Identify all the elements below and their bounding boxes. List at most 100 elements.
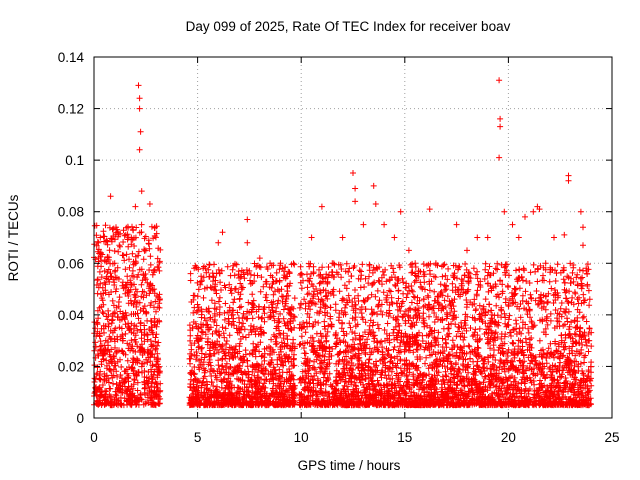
roti-point xyxy=(273,269,280,276)
roti-point xyxy=(255,341,261,348)
roti-point xyxy=(289,372,296,379)
roti-point xyxy=(122,351,129,358)
roti-point xyxy=(153,323,160,330)
roti-point xyxy=(148,395,155,402)
roti-point xyxy=(253,363,260,369)
roti-point xyxy=(248,382,255,389)
roti-point xyxy=(247,378,254,385)
roti-point xyxy=(186,355,193,362)
roti-point xyxy=(267,352,273,358)
roti-point xyxy=(262,294,269,301)
roti-point xyxy=(261,371,268,378)
roti-point xyxy=(115,229,121,236)
roti-point xyxy=(216,401,222,408)
roti-point xyxy=(193,399,200,406)
roti-point xyxy=(154,374,161,381)
roti-point xyxy=(106,247,113,254)
roti-point xyxy=(200,274,207,281)
roti-point xyxy=(142,276,149,283)
roti-point xyxy=(280,383,287,390)
roti-point xyxy=(128,311,135,318)
roti-point xyxy=(112,362,119,369)
roti-point xyxy=(102,222,109,229)
roti-point xyxy=(107,270,114,277)
roti-point xyxy=(112,325,119,332)
roti-point xyxy=(230,299,237,306)
roti-point xyxy=(209,367,216,374)
roti-point xyxy=(237,355,244,361)
roti-point xyxy=(247,326,254,333)
roti-point xyxy=(105,346,112,353)
roti-point xyxy=(202,265,209,272)
roti-point xyxy=(110,380,116,387)
roti-point xyxy=(128,300,135,307)
roti-point xyxy=(205,305,212,312)
roti-point xyxy=(198,389,205,396)
roti-point xyxy=(231,296,238,303)
roti-point xyxy=(135,315,142,322)
roti-point xyxy=(198,384,205,391)
roti-point xyxy=(147,261,154,268)
roti-point xyxy=(252,388,259,395)
roti-point xyxy=(261,346,268,352)
roti-point xyxy=(254,361,260,368)
roti-point xyxy=(252,348,259,354)
roti-point xyxy=(134,327,141,334)
roti-point xyxy=(236,329,243,336)
roti-point xyxy=(274,356,281,363)
roti-point xyxy=(219,356,226,363)
roti-point xyxy=(249,368,256,375)
roti-point xyxy=(146,245,153,252)
roti-point xyxy=(285,354,292,361)
roti-point xyxy=(278,355,285,362)
roti-point xyxy=(228,397,235,404)
roti-point xyxy=(235,289,242,296)
roti-point xyxy=(117,243,123,250)
roti-point xyxy=(102,281,109,288)
roti-point xyxy=(228,384,235,391)
roti-point xyxy=(213,395,220,402)
roti-point xyxy=(124,357,131,364)
roti-point xyxy=(94,321,101,328)
roti-point xyxy=(192,320,199,327)
roti-point xyxy=(117,380,124,386)
roti-point xyxy=(195,344,202,351)
roti-point xyxy=(230,315,237,322)
roti-point xyxy=(233,343,239,350)
roti-point xyxy=(239,386,246,393)
roti-point xyxy=(250,340,257,347)
roti-point xyxy=(134,387,141,394)
roti-point xyxy=(237,280,244,287)
roti-point xyxy=(236,295,243,302)
roti-point xyxy=(114,373,121,380)
roti-point xyxy=(200,375,207,382)
roti-point xyxy=(96,375,103,382)
roti-point xyxy=(256,380,263,387)
roti-point xyxy=(222,300,229,307)
roti-point xyxy=(108,317,115,324)
roti-point xyxy=(219,362,226,369)
roti-point xyxy=(194,389,201,396)
roti-point xyxy=(277,331,284,338)
roti-point xyxy=(116,388,122,394)
roti-point xyxy=(120,310,126,317)
roti-point xyxy=(123,387,130,394)
roti-point xyxy=(125,243,132,250)
roti-point xyxy=(269,301,276,308)
roti-point xyxy=(94,276,101,283)
roti-point xyxy=(126,264,133,271)
roti-point xyxy=(229,266,236,273)
roti-point xyxy=(193,356,199,363)
roti-point xyxy=(113,381,120,388)
roti-point xyxy=(96,330,103,337)
roti-point xyxy=(93,371,100,378)
roti-point xyxy=(126,396,133,403)
roti-point xyxy=(249,350,256,357)
roti-point xyxy=(100,351,107,358)
roti-point xyxy=(113,349,120,356)
roti-point xyxy=(95,255,102,262)
roti-point xyxy=(132,292,139,299)
roti-point xyxy=(138,346,145,353)
roti-point xyxy=(109,374,116,381)
roti-point xyxy=(120,239,127,245)
